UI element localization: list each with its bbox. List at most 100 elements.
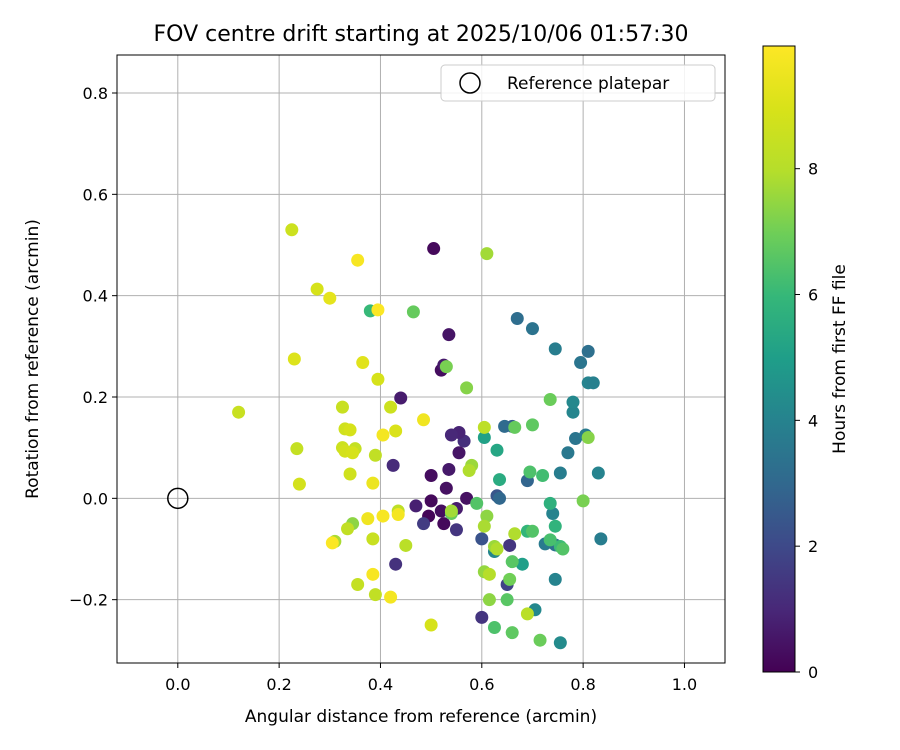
data-point xyxy=(341,522,355,536)
data-point xyxy=(525,322,539,336)
data-point xyxy=(553,636,567,650)
data-point xyxy=(505,555,519,569)
data-point xyxy=(498,419,512,433)
data-point xyxy=(343,423,357,437)
data-point xyxy=(366,532,380,546)
data-point xyxy=(500,593,514,607)
data-point xyxy=(384,400,398,414)
data-point xyxy=(480,509,494,523)
data-point xyxy=(475,532,489,546)
data-point xyxy=(424,494,438,508)
data-point xyxy=(439,481,453,495)
data-point xyxy=(487,621,501,635)
data-point xyxy=(543,533,557,547)
data-point xyxy=(460,381,474,395)
data-point xyxy=(406,305,420,319)
y-tick-label: −0.2 xyxy=(69,591,108,610)
data-point xyxy=(290,442,304,456)
data-point xyxy=(508,420,522,434)
colorbar-frame xyxy=(762,45,796,673)
grid-lines xyxy=(117,55,725,663)
data-point xyxy=(470,496,484,510)
y-tick-label: 0.8 xyxy=(83,84,108,103)
y-axis-label: Rotation from reference (arcmin) xyxy=(23,219,43,499)
data-point xyxy=(543,496,557,510)
colorbar-label: Hours from first FF file xyxy=(830,264,850,454)
data-point xyxy=(523,465,537,479)
data-point xyxy=(493,473,507,487)
data-point xyxy=(594,532,608,546)
data-point xyxy=(505,626,519,640)
data-point xyxy=(371,372,385,386)
data-point xyxy=(490,542,504,556)
data-point xyxy=(361,512,375,526)
data-point xyxy=(533,633,547,647)
data-point xyxy=(525,524,539,538)
x-tick-label: 0.2 xyxy=(266,675,291,694)
data-point xyxy=(493,491,507,505)
data-point xyxy=(394,391,408,405)
data-point xyxy=(482,567,496,581)
data-point xyxy=(508,527,522,541)
data-point xyxy=(515,557,529,571)
data-point xyxy=(561,446,575,460)
data-point xyxy=(417,517,431,531)
data-point xyxy=(548,519,562,533)
data-point xyxy=(399,538,413,552)
data-point xyxy=(424,618,438,632)
data-point xyxy=(477,519,491,533)
data-point xyxy=(335,400,349,414)
data-point xyxy=(462,463,476,477)
data-point xyxy=(480,247,494,261)
data-point xyxy=(548,342,562,356)
data-point xyxy=(323,291,337,305)
data-point xyxy=(574,356,588,370)
chart-title: FOV centre drift starting at 2025/10/06 … xyxy=(154,22,689,47)
y-tick-label: 0.0 xyxy=(83,489,108,508)
data-point xyxy=(366,567,380,581)
data-point xyxy=(548,572,562,586)
data-point xyxy=(325,536,339,550)
data-point xyxy=(449,523,463,537)
y-tick-label: 0.6 xyxy=(83,185,108,204)
legend-reference-marker xyxy=(459,72,481,94)
data-point xyxy=(569,432,583,446)
data-point xyxy=(490,443,504,457)
data-point xyxy=(444,428,458,442)
data-point xyxy=(368,588,382,602)
data-point xyxy=(439,360,453,374)
data-point xyxy=(503,538,517,552)
x-tick-label: 0.0 xyxy=(165,675,190,694)
x-axis-ticks: 0.0 0.2 0.4 0.6 0.8 1.0 xyxy=(165,663,697,694)
y-axis-ticks: −0.2 0.0 0.2 0.4 0.6 0.8 xyxy=(69,84,117,610)
data-point xyxy=(543,393,557,407)
data-point xyxy=(384,590,398,604)
y-tick-label: 0.4 xyxy=(83,287,108,306)
colorbar-tick-label: 8 xyxy=(808,160,818,179)
data-point xyxy=(581,344,595,358)
data-point xyxy=(285,223,299,237)
data-point xyxy=(586,376,600,390)
data-point xyxy=(366,476,380,490)
colorbar-ticks: 0 2 4 6 8 xyxy=(795,160,818,682)
data-point xyxy=(389,557,403,571)
data-point xyxy=(424,469,438,483)
data-point xyxy=(371,303,385,317)
data-point xyxy=(376,509,390,523)
data-point xyxy=(391,508,405,522)
x-tick-label: 0.6 xyxy=(469,675,494,694)
colorbar-tick-label: 0 xyxy=(808,663,818,682)
y-tick-label: 0.2 xyxy=(83,388,108,407)
legend: Reference platepar xyxy=(440,64,716,102)
data-point xyxy=(536,469,550,483)
legend-box xyxy=(440,64,716,102)
data-point xyxy=(553,466,567,480)
x-tick-label: 1.0 xyxy=(672,675,697,694)
data-point xyxy=(368,448,382,462)
x-tick-label: 0.4 xyxy=(368,675,393,694)
data-point xyxy=(287,352,301,366)
data-point xyxy=(310,282,324,296)
data-point xyxy=(356,356,370,370)
data-point xyxy=(475,610,489,624)
